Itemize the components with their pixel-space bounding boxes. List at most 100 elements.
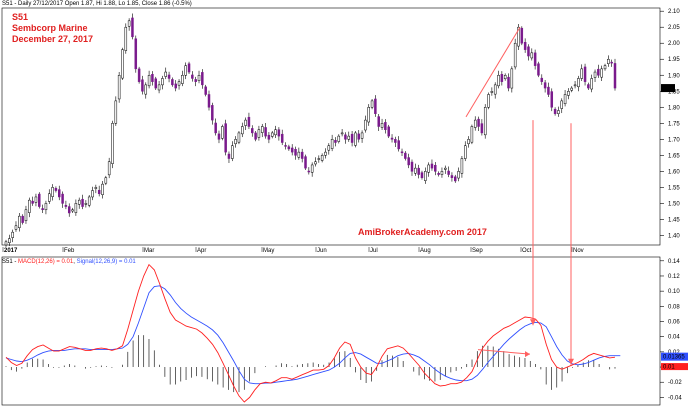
macd-value-label: 0.01365	[663, 355, 685, 361]
signal-header-label: Signal(12,26,9) = 0.01	[76, 259, 136, 265]
candle-body	[247, 116, 251, 127]
candle-body	[191, 74, 194, 79]
candle-body	[324, 151, 327, 156]
company-label: Sembcorp Marine	[12, 23, 88, 33]
candle-body	[251, 128, 254, 134]
candle-body	[204, 86, 207, 95]
price-ytick-label: 1.85	[668, 89, 680, 95]
candle-body	[370, 100, 374, 108]
candle-body	[437, 173, 440, 175]
candle-body	[64, 205, 68, 207]
candle-body	[444, 167, 447, 170]
candle-body	[354, 132, 357, 146]
candle-body	[167, 74, 171, 79]
candle-body	[87, 196, 91, 206]
candle-body	[114, 100, 118, 124]
candle-body	[284, 145, 287, 147]
candle-body	[590, 78, 593, 90]
candle-body	[4, 241, 8, 246]
candle-body	[553, 108, 557, 114]
candle-body	[394, 139, 397, 143]
candle-body	[164, 71, 167, 77]
candle-body	[457, 171, 460, 179]
candle-body	[497, 75, 500, 87]
price-ytick-label: 1.60	[668, 169, 680, 175]
candle-body	[407, 157, 410, 166]
candle-body	[97, 189, 101, 195]
candle-body	[517, 26, 520, 47]
divergence-arrowhead	[525, 351, 530, 358]
candle-body	[177, 81, 181, 86]
candle-body	[500, 74, 504, 82]
price-ytick-label: 2.10	[668, 9, 680, 15]
candle-body	[137, 68, 141, 82]
candle-body	[330, 139, 334, 149]
candle-body	[414, 167, 417, 174]
candle-body	[493, 84, 497, 95]
candle-body	[347, 135, 351, 140]
month-label: Feb	[64, 248, 75, 254]
candle-body	[603, 65, 607, 70]
candle-body	[121, 49, 124, 79]
candle-body	[151, 74, 154, 82]
candle-body	[483, 107, 487, 136]
uptrend-annotation-line	[465, 26, 521, 118]
candle-body	[327, 145, 331, 151]
candle-body	[234, 139, 237, 145]
candle-body	[314, 161, 317, 165]
candle-body	[84, 203, 88, 205]
last-price-marker	[661, 84, 675, 93]
candle-body	[61, 193, 64, 204]
candle-body	[81, 198, 84, 207]
candle-body	[490, 91, 494, 93]
price-ytick-label: 1.65	[668, 153, 680, 159]
candle-body	[104, 177, 108, 184]
candle-body	[11, 231, 14, 238]
price-ytick-label: 1.70	[668, 137, 680, 143]
price-ytick-label: 2.00	[668, 41, 680, 47]
candle-body	[377, 116, 380, 127]
macd-ytick-label: 0.12	[668, 274, 680, 280]
candle-body	[294, 148, 297, 156]
candle-body	[527, 46, 530, 57]
candle-body	[8, 238, 11, 244]
price-header: S51 - Daily 27/12/2017 Open 1.87, Hi 1.8…	[2, 1, 192, 7]
macd-ytick-label: 0.14	[668, 259, 680, 265]
price-ytick-label: 1.95	[668, 57, 680, 63]
candle-body	[41, 208, 44, 211]
macd-ytick-label: 0.04	[668, 335, 680, 341]
signal-value-label: 0.01	[663, 365, 675, 371]
candle-body	[563, 94, 567, 105]
candle-body	[610, 61, 613, 64]
candle-body	[257, 129, 261, 138]
candle-body	[127, 20, 131, 27]
candle-body	[28, 199, 31, 213]
month-label: Apr	[197, 248, 206, 254]
candle-body	[543, 82, 547, 89]
price-ytick-label: 1.40	[668, 233, 680, 239]
candle-body	[427, 164, 430, 173]
candle-body	[124, 26, 128, 51]
candle-body	[48, 193, 51, 202]
candle-body	[523, 42, 527, 50]
candle-body	[360, 132, 364, 139]
candle-body	[24, 209, 28, 221]
candle-body	[350, 133, 354, 143]
macd-value-marker	[661, 352, 688, 361]
candle-body	[560, 100, 564, 109]
candle-body	[520, 27, 524, 44]
down-arrow-nov-head	[530, 319, 536, 326]
candle-body	[51, 187, 54, 197]
candle-body	[577, 78, 580, 88]
month-label: Oct	[522, 248, 532, 254]
date-label: December 27, 2017	[12, 34, 94, 44]
candle-body	[181, 75, 184, 84]
ticker-label: S51	[12, 12, 29, 22]
price-ytick-label: 1.55	[668, 185, 680, 191]
candle-body	[593, 71, 597, 78]
candle-body	[380, 123, 384, 128]
candle-body	[144, 84, 148, 95]
candle-body	[270, 132, 274, 137]
candle-body	[460, 158, 464, 174]
